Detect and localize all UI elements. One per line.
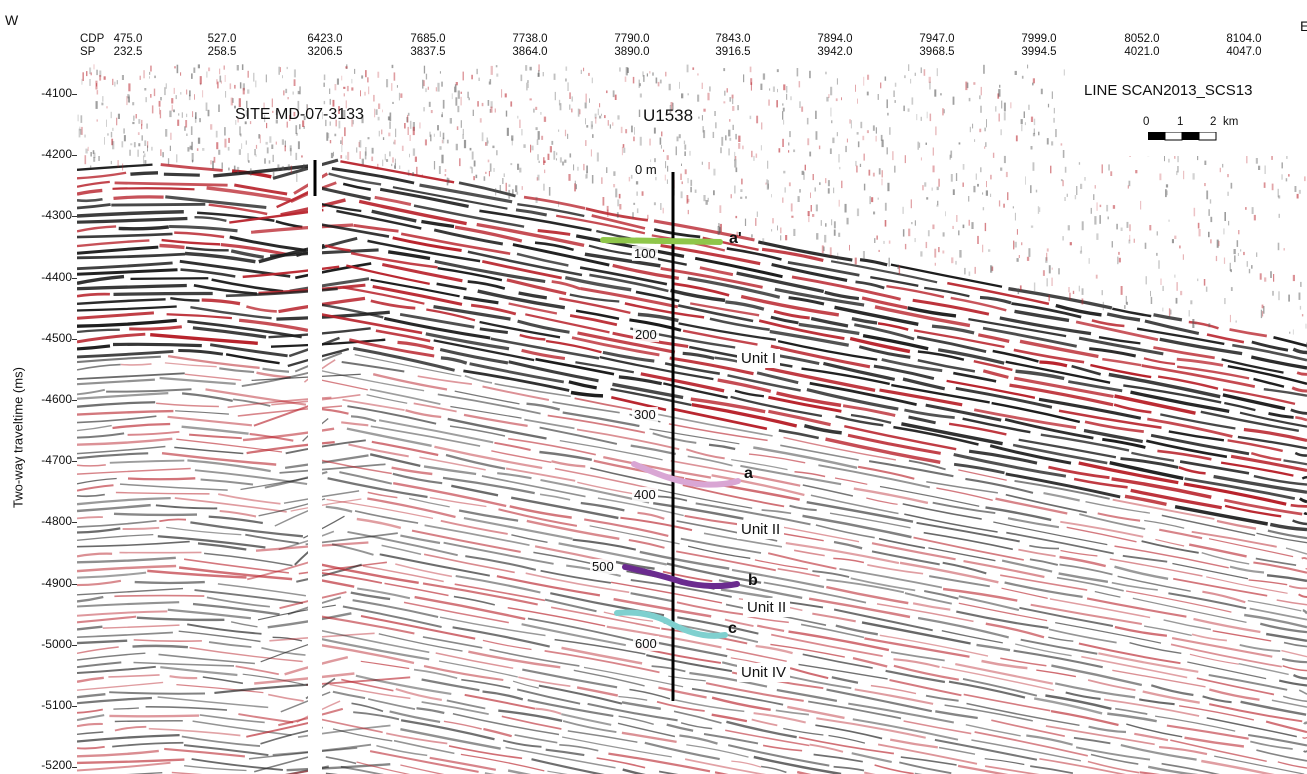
y-tick-label: -4900: [41, 575, 72, 590]
horizon-a-prime-line: [600, 237, 723, 245]
horizon-b-line: [622, 564, 740, 590]
y-tick-mark: [72, 522, 77, 524]
data-gap-strip: [308, 64, 322, 774]
scale-label: 2: [1210, 116, 1217, 128]
y-tick-mark: [72, 706, 77, 707]
depth-label: 500: [590, 559, 616, 574]
sp-value: 4047.0: [1226, 46, 1262, 58]
depth-label: 100: [632, 246, 658, 261]
east-label: E: [1300, 18, 1307, 34]
horizon-label: a: [744, 465, 753, 482]
cdp-value: 7738.0: [512, 33, 548, 45]
horizon-c-line: [614, 609, 728, 639]
y-tick-label: -5100: [41, 698, 72, 712]
y-tick-mark: [72, 767, 77, 769]
y-tick-label: -4300: [41, 208, 72, 223]
horizon-a-line: [631, 461, 741, 488]
y-tick-label: -4200: [41, 147, 72, 162]
sp-value: 232.5: [113, 46, 143, 58]
depth-label: 600: [633, 636, 659, 651]
y-tick-mark: [72, 277, 77, 279]
header-column: 7738.0 3864.0: [508, 33, 552, 59]
y-tick-label: -4800: [41, 514, 72, 529]
sp-value: 3942.0: [817, 46, 853, 58]
sp-value: 3837.5: [410, 46, 446, 58]
sp-value: 3916.5: [715, 46, 751, 58]
y-tick-label: -4700: [41, 453, 72, 468]
cdp-value: 7947.0: [919, 33, 955, 45]
header-prefix: CDP SP: [80, 33, 104, 59]
line-legend: LINE SCAN2013_SCS13 0 1 2 km: [1072, 64, 1307, 156]
header-column: 7999.0 3994.5: [1017, 33, 1061, 59]
cdp-value: 7843.0: [715, 33, 751, 45]
line-title: LINE SCAN2013_SCS13: [1084, 82, 1253, 99]
y-tick-label: -4100: [41, 86, 72, 100]
horizon-label: a': [729, 230, 742, 247]
sp-value: 3994.5: [1021, 46, 1057, 58]
west-label: W: [5, 12, 19, 28]
y-tick-mark: [72, 155, 77, 157]
cdp-value: 527.0: [207, 33, 237, 45]
cdp-value: 6423.0: [307, 33, 343, 45]
cdp-value: 7790.0: [614, 33, 650, 45]
seismic-reflectors: [77, 64, 1307, 774]
cdp-value: 8104.0: [1226, 33, 1262, 45]
scale-label: km: [1223, 116, 1239, 128]
unit-label: Unit I: [737, 349, 781, 368]
depth-label: 0 m: [633, 162, 659, 177]
depth-label: 300: [632, 407, 658, 422]
header-column: 6423.0 3206.5: [303, 33, 347, 59]
header-column: 8104.0 4047.0: [1222, 33, 1266, 59]
sp-prefix: SP: [80, 46, 96, 58]
header-column: 7947.0 3968.5: [915, 33, 959, 59]
cdp-value: 8052.0: [1124, 33, 1160, 45]
cdp-value: 7999.0: [1021, 33, 1057, 45]
y-tick-label: -5200: [41, 758, 72, 773]
y-tick-mark: [72, 338, 77, 340]
sp-value: 3968.5: [919, 46, 955, 58]
y-axis-label: Two-way traveltime (ms): [10, 367, 26, 508]
scale-bar: [1148, 132, 1217, 141]
site-u1538-label: U1538: [643, 106, 694, 125]
sp-value: 3890.0: [614, 46, 650, 58]
y-tick-label: -5000: [41, 636, 72, 651]
header-column: 475.0 232.5: [106, 33, 150, 59]
unit-label: Unit IV: [737, 663, 791, 682]
sp-value: 4021.0: [1124, 46, 1160, 58]
header-column: 527.0 258.5: [200, 33, 244, 59]
sp-value: 3864.0: [512, 46, 548, 58]
sp-value: 258.5: [207, 46, 237, 58]
y-tick-mark: [72, 400, 77, 401]
cdp-prefix: CDP: [80, 33, 105, 45]
well-and-horizons: [308, 64, 741, 774]
y-tick-mark: [72, 216, 77, 218]
y-tick-mark: [72, 94, 77, 95]
header-column: 7894.0 3942.0: [813, 33, 857, 59]
cdp-value: 475.0: [113, 33, 143, 45]
y-tick-label: -4600: [41, 392, 72, 406]
unit-label: Unit II: [737, 520, 785, 539]
horizon-label: b: [748, 572, 758, 589]
y-tick-label: -4400: [41, 269, 72, 284]
y-tick-label: -4500: [41, 330, 72, 345]
y-tick-mark: [72, 583, 77, 585]
unit-label: Unit II: [743, 598, 791, 617]
depth-label: 400: [632, 487, 658, 502]
scale-label: 0: [1143, 116, 1150, 128]
header-column: 8052.0 4021.0: [1120, 33, 1164, 59]
cdp-value: 7685.0: [410, 33, 446, 45]
seismic-section: SITE MD-07-3133 U1538 0 m 100 200 300 40…: [77, 64, 1307, 774]
header-column: 7685.0 3837.5: [406, 33, 450, 59]
scale-label: 1: [1177, 116, 1184, 128]
header-column: 7790.0 3890.0: [610, 33, 654, 59]
cdp-value: 7894.0: [817, 33, 853, 45]
site-md-label: SITE MD-07-3133: [235, 106, 364, 123]
depth-label: 200: [633, 327, 659, 342]
horizon-label: c: [728, 620, 737, 637]
y-tick-mark: [72, 644, 77, 646]
header-column: 7843.0 3916.5: [711, 33, 755, 59]
y-tick-mark: [72, 461, 77, 463]
sp-value: 3206.5: [307, 46, 343, 58]
